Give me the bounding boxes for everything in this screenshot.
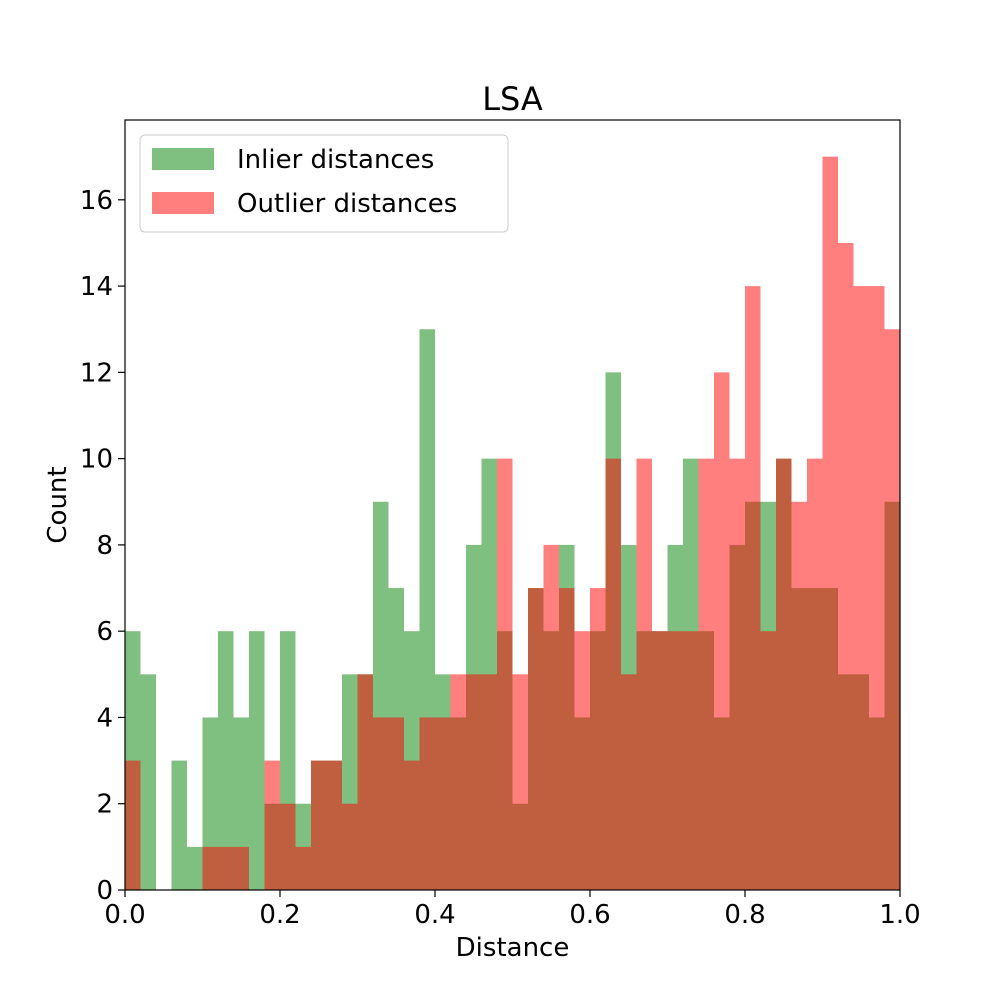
- outlier-bar: [853, 286, 869, 890]
- y-tick-label: 4: [96, 703, 113, 733]
- outlier-bar: [295, 846, 311, 890]
- outlier-bar: [264, 760, 280, 890]
- outlier-bar: [497, 458, 513, 890]
- inlier-bar: [171, 760, 187, 890]
- outlier-bar: [590, 588, 606, 890]
- legend-swatch-outlier: [152, 192, 214, 214]
- legend-swatch-inlier: [152, 148, 214, 170]
- x-tick-label: 0.6: [569, 900, 610, 930]
- ticks-layer: 0.0 0.2 0.4 0.6 0.8 1.0 0 2 4 6 8 10 12 14 16: [80, 186, 921, 930]
- outlier-bar: [326, 760, 342, 890]
- outlier-bar: [311, 760, 327, 890]
- outlier-bar: [884, 329, 900, 890]
- outlier-bar: [776, 458, 792, 890]
- outlier-bar: [404, 760, 420, 890]
- x-tick-label: 0.0: [104, 900, 145, 930]
- y-tick-label: 14: [80, 272, 113, 302]
- legend: Inlier distances Outlier distances: [139, 134, 509, 233]
- bars-layer: [125, 156, 900, 891]
- inlier-bar: [187, 846, 203, 890]
- x-tick-label: 1.0: [879, 900, 920, 930]
- inlier-bar: [218, 631, 234, 890]
- legend-label-inlier: Inlier distances: [237, 145, 434, 175]
- outlier-bar: [512, 674, 528, 890]
- outlier-bar: [683, 631, 699, 890]
- outlier-bar: [280, 803, 296, 890]
- outlier-bar: [652, 631, 668, 890]
- outlier-bar: [869, 286, 885, 890]
- axes-layer: [124, 119, 901, 891]
- outlier-bar: [543, 544, 559, 890]
- outlier-bar: [636, 458, 652, 890]
- y-tick-label: 0: [96, 876, 113, 906]
- outlier-bar: [791, 501, 807, 890]
- outlier-bar: [466, 674, 482, 890]
- legend-label-outlier: Outlier distances: [237, 189, 457, 219]
- outlier-bar: [822, 156, 838, 890]
- y-tick-label: 10: [80, 445, 113, 475]
- outlier-bar: [435, 717, 451, 890]
- outlier-bar: [450, 674, 466, 890]
- outlier-bar: [714, 372, 730, 891]
- y-tick-label: 6: [96, 617, 113, 647]
- legend-box: [139, 134, 509, 233]
- outlier-bar: [838, 242, 854, 891]
- outlier-bar: [667, 631, 683, 890]
- outlier-bar: [559, 588, 575, 890]
- chart-title: LSA: [482, 80, 543, 118]
- outlier-bar: [373, 717, 389, 890]
- y-tick-label: 12: [80, 358, 113, 388]
- outlier-bar: [125, 760, 141, 890]
- outlier-bar: [481, 674, 497, 890]
- y-tick-label: 8: [96, 531, 113, 561]
- y-tick-label: 2: [96, 790, 113, 820]
- outlier-bar: [233, 846, 249, 890]
- outlier-bar: [202, 846, 218, 890]
- outlier-bar: [388, 717, 404, 890]
- x-tick-label: 0.2: [259, 900, 300, 930]
- outlier-bar: [218, 846, 234, 890]
- outlier-bar: [760, 631, 776, 890]
- outlier-bar: [357, 674, 373, 890]
- outlier-bar: [621, 674, 637, 890]
- inlier-bar: [140, 674, 156, 890]
- outlier-bar: [528, 588, 544, 890]
- x-tick-label: 0.8: [724, 900, 765, 930]
- outlier-bar: [807, 458, 823, 890]
- plot-frame: [124, 119, 901, 891]
- inlier-bar: [249, 631, 265, 890]
- outlier-bar: [342, 803, 358, 890]
- outlier-bar: [605, 458, 621, 890]
- outlier-bar: [698, 458, 714, 890]
- x-tick-label: 0.4: [414, 900, 455, 930]
- x-axis-label: Distance: [456, 933, 570, 963]
- outlier-bar: [574, 631, 590, 890]
- outlier-bar: [729, 458, 745, 890]
- outlier-bar: [745, 286, 761, 890]
- y-axis-label: Count: [43, 466, 73, 543]
- y-tick-label: 16: [80, 186, 113, 216]
- outlier-bar: [419, 717, 435, 890]
